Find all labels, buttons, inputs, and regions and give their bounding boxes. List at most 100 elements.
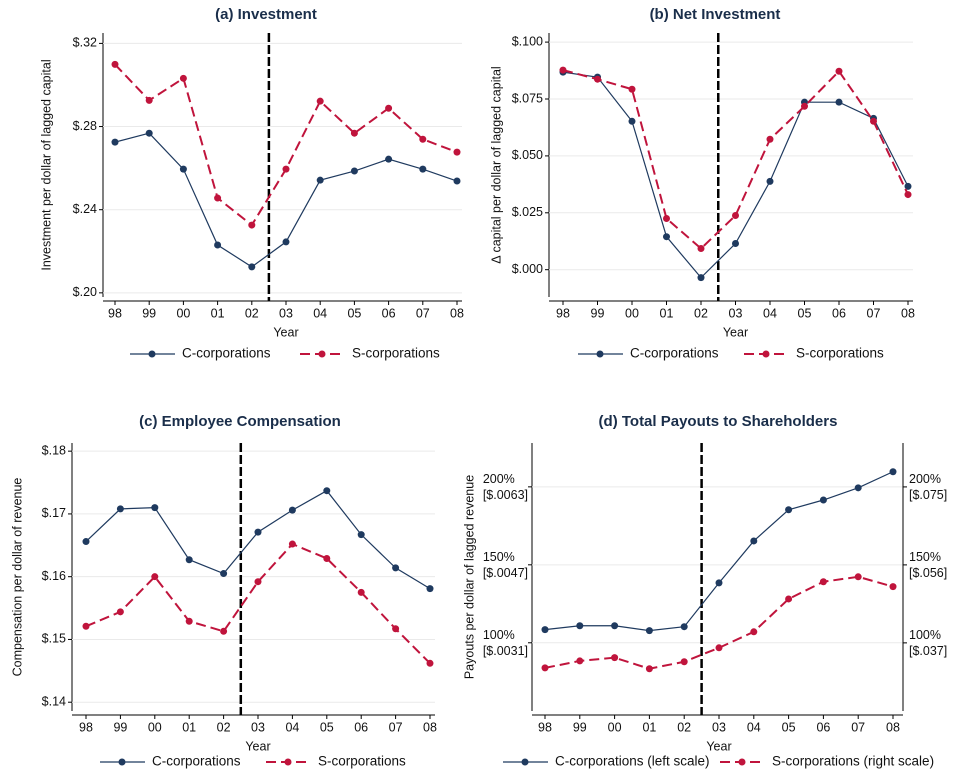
data-point bbox=[392, 564, 400, 572]
data-point bbox=[628, 117, 636, 125]
x-tick-label: 08 bbox=[886, 720, 900, 734]
x-tick-label: 03 bbox=[251, 720, 265, 734]
x-tick-label: 06 bbox=[382, 306, 396, 320]
data-point bbox=[835, 98, 843, 106]
x-tick-label: 04 bbox=[747, 720, 761, 734]
legend-marker bbox=[148, 350, 156, 358]
data-point bbox=[82, 538, 90, 546]
x-tick-label: 04 bbox=[313, 306, 327, 320]
y-tick-label: $.28 bbox=[73, 119, 97, 133]
data-point bbox=[179, 165, 187, 173]
x-tick-label: 00 bbox=[148, 720, 162, 734]
data-point bbox=[611, 654, 619, 662]
x-axis-title: Year bbox=[723, 325, 748, 339]
chart-title: (c) Employee Compensation bbox=[139, 413, 341, 430]
data-point bbox=[645, 627, 653, 635]
x-tick-label: 03 bbox=[712, 720, 726, 734]
data-point bbox=[819, 578, 827, 586]
data-point bbox=[111, 138, 119, 146]
y-tick-label: $.18 bbox=[42, 443, 66, 457]
x-tick-label: 06 bbox=[354, 720, 368, 734]
data-point bbox=[82, 622, 90, 630]
x-tick-label: 01 bbox=[660, 306, 674, 320]
x-tick-label: 05 bbox=[782, 720, 796, 734]
x-tick-label: 03 bbox=[279, 306, 293, 320]
x-tick-label: 08 bbox=[423, 720, 437, 734]
x-tick-label: 07 bbox=[851, 720, 865, 734]
data-point bbox=[116, 608, 124, 616]
y-axis-title: Compensation per dollar of revenue bbox=[10, 478, 24, 677]
legend-label: C-corporations bbox=[182, 346, 271, 361]
legend-label: S-corporations (right scale) bbox=[772, 754, 934, 769]
data-point bbox=[576, 657, 584, 665]
data-point bbox=[214, 194, 222, 202]
data-point bbox=[870, 117, 877, 125]
data-point bbox=[785, 595, 793, 603]
data-point bbox=[426, 585, 434, 593]
series-line bbox=[85, 542, 431, 665]
x-tick-label: 02 bbox=[217, 720, 231, 734]
legend-label: C-corporations bbox=[630, 346, 719, 361]
data-point bbox=[357, 588, 365, 596]
x-tick-label: 00 bbox=[625, 306, 639, 320]
legend-marker bbox=[521, 758, 529, 766]
legend-label: S-corporations bbox=[352, 346, 440, 361]
data-point bbox=[111, 60, 119, 68]
data-point bbox=[628, 85, 636, 93]
x-tick-label: 07 bbox=[867, 306, 881, 320]
x-tick-label: 01 bbox=[182, 720, 196, 734]
legend-marker bbox=[596, 350, 604, 358]
x-tick-label: 05 bbox=[798, 306, 812, 320]
data-point bbox=[282, 165, 290, 173]
y-tick-label: $.15 bbox=[42, 632, 66, 646]
data-point bbox=[288, 540, 296, 548]
legend-label: S-corporations bbox=[318, 754, 406, 769]
series-line bbox=[114, 132, 458, 268]
data-point bbox=[904, 191, 912, 199]
x-tick-label: 05 bbox=[320, 720, 334, 734]
series-line bbox=[114, 63, 458, 227]
x-tick-label: 03 bbox=[729, 306, 743, 320]
data-point bbox=[185, 556, 193, 564]
data-point bbox=[248, 221, 256, 229]
data-point bbox=[392, 625, 400, 633]
data-point bbox=[323, 554, 331, 562]
x-tick-label: 01 bbox=[211, 306, 225, 320]
y-tick-label: $.075 bbox=[512, 91, 543, 105]
x-tick-label: 08 bbox=[901, 306, 915, 320]
y-tick-label: 150% [$.0047] bbox=[482, 549, 528, 580]
data-point bbox=[889, 583, 897, 591]
data-point bbox=[766, 135, 774, 143]
data-point bbox=[385, 104, 393, 112]
data-point bbox=[151, 573, 159, 581]
x-tick-label: 99 bbox=[573, 720, 587, 734]
data-point bbox=[715, 579, 723, 587]
y-tick-label: $.14 bbox=[42, 695, 66, 709]
chart-title: (d) Total Payouts to Shareholders bbox=[599, 413, 838, 430]
y2-tick-label: 100% [$.037] bbox=[909, 627, 948, 658]
legend-label: S-corporations bbox=[796, 346, 884, 361]
data-point bbox=[316, 97, 324, 105]
data-point bbox=[697, 274, 705, 282]
data-point bbox=[801, 102, 808, 110]
x-tick-label: 04 bbox=[285, 720, 299, 734]
data-point bbox=[732, 240, 739, 248]
x-tick-label: 99 bbox=[142, 306, 156, 320]
x-tick-label: 00 bbox=[608, 720, 622, 734]
data-point bbox=[835, 67, 843, 75]
legend-marker bbox=[318, 350, 326, 358]
x-tick-label: 99 bbox=[113, 720, 127, 734]
y-tick-label: 200% [$.0063] bbox=[482, 471, 528, 502]
data-point bbox=[680, 623, 688, 631]
data-point bbox=[254, 578, 262, 586]
data-point bbox=[663, 214, 670, 222]
data-point bbox=[220, 570, 228, 578]
y-axis-title: Investment per dollar of lagged capital bbox=[39, 59, 53, 270]
x-tick-label: 02 bbox=[694, 306, 708, 320]
data-point bbox=[145, 129, 153, 137]
x-tick-label: 98 bbox=[538, 720, 552, 734]
legend-label: C-corporations (left scale) bbox=[555, 754, 710, 769]
data-point bbox=[419, 165, 427, 173]
data-point bbox=[254, 528, 262, 536]
